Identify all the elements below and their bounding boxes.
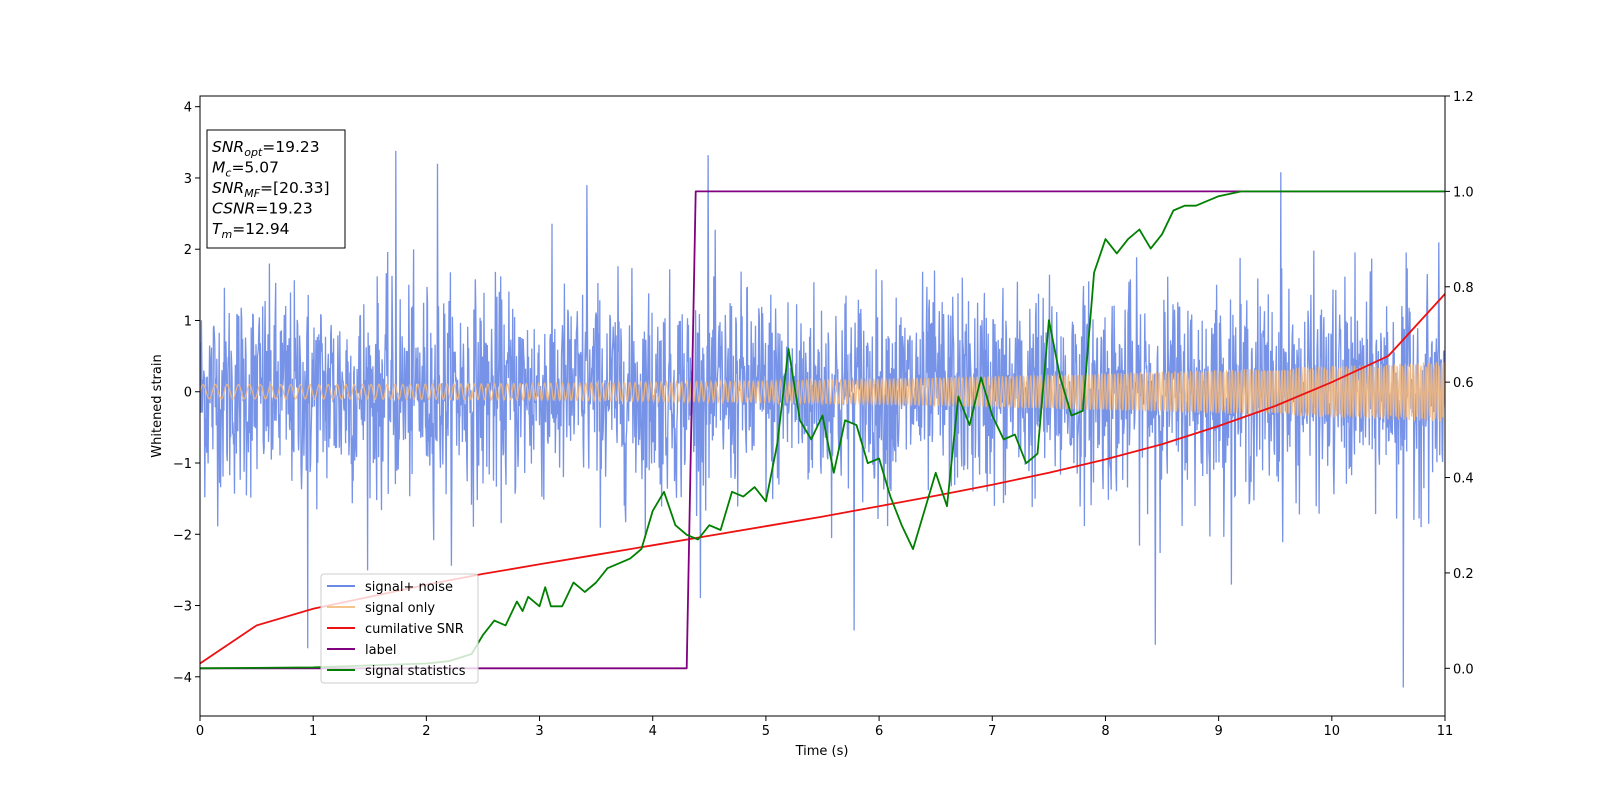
y-axis-right: 1.2 1.0 0.8 0.6 0.4 0.2 0.0 — [1445, 90, 1474, 677]
y-right-tick-label: 1.2 — [1453, 90, 1474, 105]
y-right-tick-label: 0.6 — [1453, 376, 1474, 391]
signal-only-line — [200, 362, 1445, 422]
y-left-tick-label: 2 — [184, 243, 192, 258]
y-right-tick-label: 0.0 — [1453, 662, 1474, 677]
x-tick-label: 6 — [875, 724, 883, 739]
metric-line: CSNR=19.23 — [212, 200, 313, 218]
legend-label: signal statistics — [365, 664, 466, 679]
y-axis-left: 4 3 2 1 0 −1 −2 −3 −4 — [173, 101, 200, 686]
signal-statistics-line — [200, 190, 1445, 670]
x-tick-label: 2 — [422, 724, 430, 739]
x-tick-label: 9 — [1214, 724, 1222, 739]
legend-frame — [320, 573, 479, 684]
x-axis-title: Time (s) — [795, 744, 849, 759]
y-left-tick-label: −2 — [173, 528, 192, 543]
metric-line: SNRMF=[20.33] — [212, 179, 330, 200]
metric-line: SNRopt=19.23 — [212, 138, 320, 159]
x-tick-label: 1 — [309, 724, 317, 739]
x-tick-label: 11 — [1437, 724, 1454, 739]
plot-frame — [199, 95, 1446, 717]
legend-label: signal only — [365, 601, 435, 616]
y-left-tick-label: 1 — [184, 314, 192, 329]
y-left-tick-label: 0 — [184, 386, 192, 401]
x-tick-label: 5 — [762, 724, 770, 739]
x-tick-label: 7 — [988, 724, 996, 739]
x-tick-label: 4 — [649, 724, 657, 739]
legend-label: label — [365, 643, 396, 658]
y-right-tick-label: 0.4 — [1453, 472, 1474, 487]
legend-label: signal+ noise — [365, 580, 453, 595]
y-right-tick-label: 0.2 — [1453, 567, 1474, 582]
series-signal-only — [200, 362, 1445, 422]
y-left-tick-label: −3 — [173, 600, 192, 615]
legend: signal+ noise signal only cumilative SNR la… — [320, 573, 479, 684]
metric-line: Tm=12.94 — [212, 220, 290, 241]
metric-line: Mc=5.07 — [212, 159, 279, 180]
y-left-tick-label: −1 — [173, 457, 192, 472]
y-left-tick-label: −4 — [173, 671, 192, 686]
metrics-box-frame — [206, 129, 346, 249]
y-right-tick-label: 1.0 — [1453, 185, 1474, 200]
x-tick-label: 8 — [1101, 724, 1109, 739]
x-tick-label: 10 — [1324, 724, 1341, 739]
y-left-tick-label: 4 — [184, 101, 192, 116]
y-left-tick-label: 3 — [184, 172, 192, 187]
x-axis: 0 1 2 3 4 5 6 7 8 9 10 11 — [196, 716, 1453, 739]
x-tick-label: 0 — [196, 724, 204, 739]
legend-label: cumilative SNR — [365, 622, 464, 637]
y-axis-left-title: Whitened strain — [150, 354, 165, 457]
y-right-tick-label: 0.8 — [1453, 281, 1474, 296]
x-tick-label: 3 — [535, 724, 543, 739]
metrics-annotation-box: SNRopt=19.23Mc=5.07SNRMF=[20.33]CSNR=19.… — [206, 129, 346, 249]
